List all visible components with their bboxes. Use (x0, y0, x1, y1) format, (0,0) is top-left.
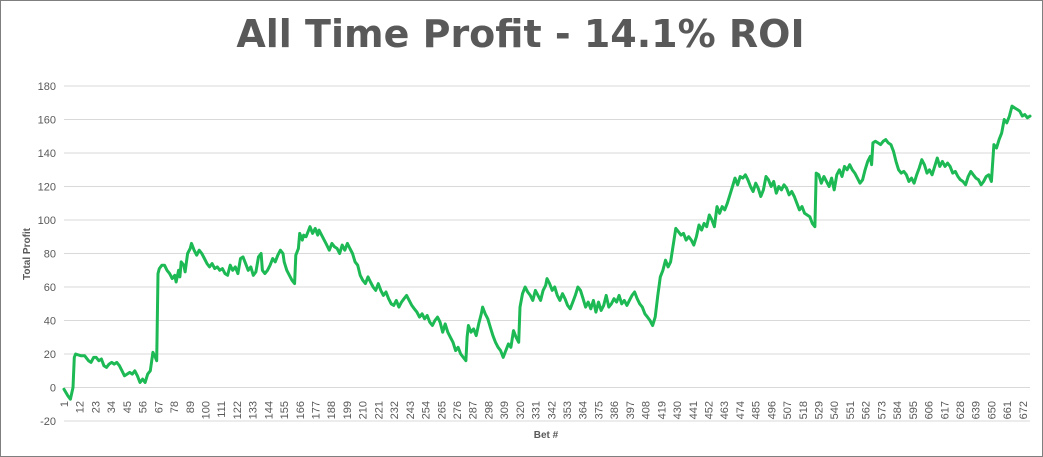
x-tick-label: 67 (153, 401, 165, 413)
x-axis-ticks: 1 12 23 34 45 56 67 78 89 100 111 122 133 144 155 166 17… (59, 401, 1030, 419)
x-tick-label: 617 (939, 401, 951, 419)
x-tick-label: 408 (641, 401, 653, 419)
x-tick-label: 287 (468, 401, 480, 419)
x-tick-label: 133 (248, 401, 260, 419)
x-tick-label: 210 (358, 401, 370, 419)
x-tick-label: 309 (499, 401, 511, 419)
y-tick-label: 20 (44, 349, 56, 361)
x-tick-label: 364 (578, 401, 590, 419)
x-tick-label: 529 (814, 401, 826, 419)
y-tick-label: 0 (50, 383, 56, 395)
x-tick-label: 243 (405, 401, 417, 419)
x-tick-label: 331 (531, 401, 543, 419)
x-tick-label: 353 (562, 401, 574, 419)
x-tick-label: 254 (421, 401, 433, 419)
x-tick-label: 89 (185, 401, 197, 413)
x-tick-label: 562 (861, 401, 873, 419)
x-tick-label: 45 (122, 401, 134, 413)
x-tick-label: 298 (483, 401, 495, 419)
x-tick-label: 177 (311, 401, 323, 419)
x-tick-label: 672 (1018, 401, 1030, 419)
chart-title: All Time Profit - 14.1% ROI (236, 12, 805, 56)
x-tick-label: 386 (609, 401, 621, 419)
y-axis-ticks: -20 0 20 40 60 80 100 120 140 160 180 (38, 81, 56, 428)
y-tick-label: 140 (38, 148, 56, 160)
x-tick-label: 595 (908, 401, 920, 419)
x-tick-label: 122 (232, 401, 244, 419)
x-tick-label: 540 (829, 401, 841, 419)
x-tick-label: 584 (892, 401, 904, 419)
y-tick-label: 180 (38, 81, 56, 93)
x-tick-label: 342 (546, 401, 558, 419)
x-tick-label: 221 (373, 401, 385, 419)
x-tick-label: 419 (656, 401, 668, 419)
x-tick-label: 78 (169, 401, 181, 413)
x-tick-label: 639 (971, 401, 983, 419)
x-tick-label: 573 (876, 401, 888, 419)
x-tick-label: 463 (719, 401, 731, 419)
y-tick-label: 40 (44, 316, 56, 328)
x-tick-label: 144 (263, 401, 275, 419)
x-tick-label: 265 (436, 401, 448, 419)
y-axis-title: Total Profit (22, 227, 33, 280)
x-tick-label: 100 (200, 401, 212, 419)
x-tick-label: 232 (389, 401, 401, 419)
x-tick-label: 12 (75, 401, 87, 413)
x-tick-label: 606 (924, 401, 936, 419)
x-tick-label: 34 (106, 401, 118, 413)
x-axis-title: Bet # (534, 430, 559, 441)
x-tick-label: 551 (845, 401, 857, 419)
x-tick-label: 320 (515, 401, 527, 419)
x-tick-label: 375 (593, 401, 605, 419)
gridlines (64, 85, 1030, 422)
x-tick-label: 518 (798, 401, 810, 419)
x-tick-label: 23 (90, 401, 102, 413)
x-tick-label: 188 (326, 401, 338, 419)
x-tick-label: 661 (1002, 401, 1014, 419)
profit-series-line (62, 104, 1032, 401)
x-tick-label: 650 (986, 401, 998, 419)
x-tick-label: 496 (766, 401, 778, 419)
x-tick-label: 441 (688, 401, 700, 419)
x-tick-label: 430 (672, 401, 684, 419)
x-tick-label: 452 (703, 401, 715, 419)
x-tick-label: 56 (138, 401, 150, 413)
y-tick-label: 60 (44, 282, 56, 294)
x-tick-label: 474 (735, 401, 747, 419)
x-tick-label: 628 (955, 401, 967, 419)
y-tick-label: 120 (38, 182, 56, 194)
x-tick-label: 111 (216, 401, 228, 418)
x-tick-label: 276 (452, 401, 464, 419)
y-tick-label: 160 (38, 115, 56, 127)
x-tick-label: 485 (751, 401, 763, 419)
x-tick-label: 1 (59, 401, 71, 407)
y-tick-label: -20 (40, 416, 56, 428)
x-tick-label: 166 (295, 401, 307, 419)
x-tick-label: 199 (342, 401, 354, 419)
y-tick-label: 80 (44, 249, 56, 261)
y-tick-label: 100 (38, 215, 56, 227)
x-tick-label: 155 (279, 401, 291, 419)
x-tick-label: 507 (782, 401, 794, 419)
x-tick-label: 397 (625, 401, 637, 419)
